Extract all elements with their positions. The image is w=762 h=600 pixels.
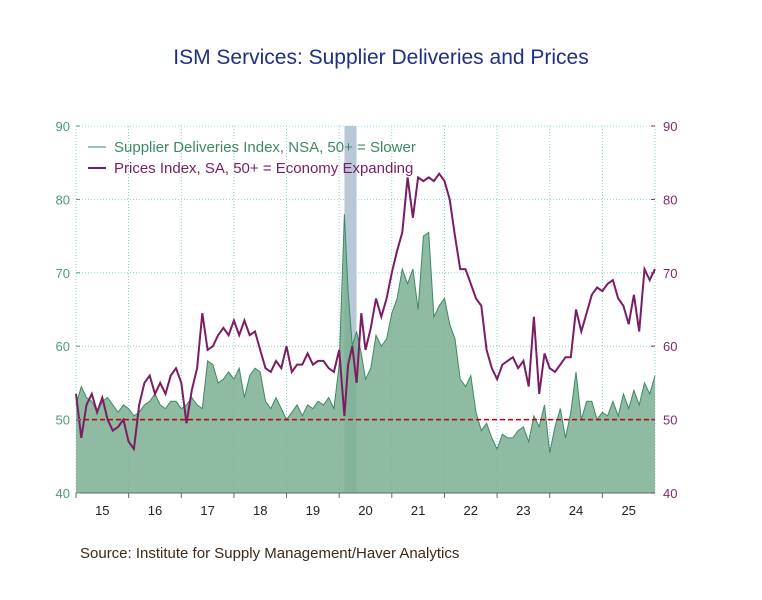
x-tick-label: 24 [569, 503, 583, 518]
y-tick-label-left: 90 [56, 119, 70, 134]
x-tick-label: 25 [621, 503, 635, 518]
y-tick-label-right: 60 [663, 339, 677, 354]
y-tick-label-right: 90 [663, 119, 677, 134]
legend-label-deliveries: Supplier Deliveries Index, NSA, 50+ = Sl… [114, 139, 416, 156]
x-tick-label: 21 [411, 503, 425, 518]
y-tick-label-right: 50 [663, 413, 677, 428]
x-tick-label: 19 [306, 503, 320, 518]
prices-series [75, 171, 656, 452]
source-note: Source: Institute for Supply Management/… [80, 545, 460, 562]
y-tick-label-left: 40 [56, 486, 70, 501]
axes: 40 50 60 70 80 90 40 50 60 70 80 90 15 16 17 18 19 20 21 22… [56, 119, 678, 518]
deliveries-line [75, 214, 656, 453]
x-tick-label: 18 [253, 503, 267, 518]
chart-title: ISM Services: Supplier Deliveries and Pr… [173, 46, 589, 69]
deliveries-area [76, 214, 655, 493]
y-tick-label-left: 80 [56, 192, 70, 207]
deliveries-series [75, 214, 656, 493]
prices-line [75, 171, 656, 452]
y-tick-label-left: 60 [56, 339, 70, 354]
y-tick-label-right: 80 [663, 192, 677, 207]
y-tick-label-left: 50 [56, 413, 70, 428]
legend: Supplier Deliveries Index, NSA, 50+ = Sl… [88, 139, 416, 177]
x-tick-label: 16 [148, 503, 162, 518]
x-tick-label: 23 [516, 503, 530, 518]
x-tick-label: 15 [95, 503, 109, 518]
legend-label-prices: Prices Index, SA, 50+ = Economy Expandin… [114, 160, 413, 177]
y-tick-label-right: 40 [663, 486, 677, 501]
x-tick-label: 22 [464, 503, 478, 518]
x-tick-label: 20 [358, 503, 372, 518]
y-tick-label-left: 70 [56, 266, 70, 281]
x-tick-label: 17 [200, 503, 214, 518]
y-tick-label-right: 70 [663, 266, 677, 281]
